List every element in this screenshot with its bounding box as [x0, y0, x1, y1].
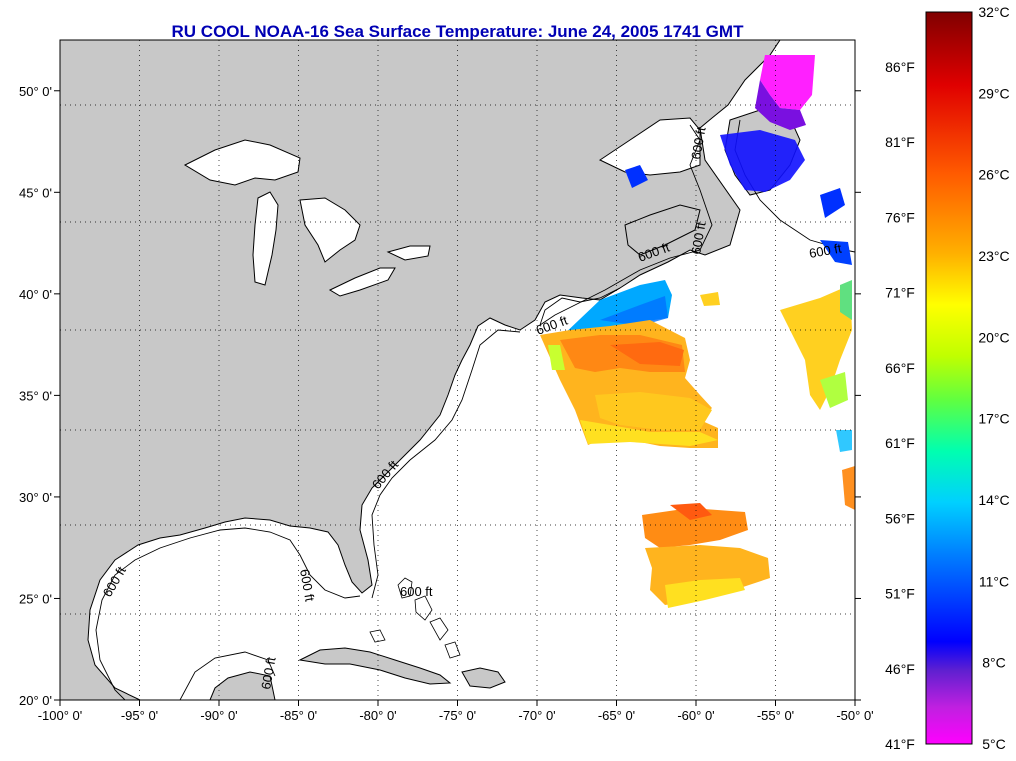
land-north-america [60, 40, 781, 700]
lon-tick-label: -65° 0' [598, 708, 635, 723]
fahrenheit-label: 81°F [885, 134, 915, 150]
fahrenheit-label: 76°F [885, 209, 915, 225]
temperature-colorbar: 32°C 29°C 26°C 23°C 20°C 17°C 14°C 11°C 8°C 5°C 86… [885, 4, 1010, 752]
cuba [298, 647, 452, 685]
colorbar-gradient [925, 11, 973, 745]
contour-label-7: 600 ft [688, 126, 708, 161]
lon-tick-label: -85° 0' [280, 708, 317, 723]
contour-label-5: 600 ft [400, 584, 433, 599]
celsius-label: 29°C [978, 85, 1009, 101]
fahrenheit-label: 66°F [885, 360, 915, 376]
lat-tick-label: 50° 0' [19, 84, 52, 99]
celsius-label: 5°C [982, 736, 1006, 752]
contour-label-9: 600 ft [808, 240, 843, 260]
contour-label-4: 600 ft [297, 568, 317, 603]
lon-tick-label: -50° 0' [836, 708, 873, 723]
lon-tick-label: -90° 0' [200, 708, 237, 723]
fahrenheit-label: 86°F [885, 59, 915, 75]
lon-tick-label: -60° 0' [677, 708, 714, 723]
fahrenheit-label: 61°F [885, 435, 915, 451]
celsius-label: 32°C [978, 4, 1009, 20]
lake-superior [183, 139, 301, 186]
land-yucatan [209, 671, 276, 700]
lat-tick-label: 20° 0' [19, 693, 52, 708]
longitude-axis: -100° 0' -95° 0' -90° 0' -85° 0' -80° 0' -75°… [38, 700, 874, 723]
lat-tick-label: 25° 0' [19, 591, 52, 606]
lon-tick-label: -100° 0' [38, 708, 83, 723]
contour-label-10: 600 ft [258, 656, 278, 691]
celsius-label: 8°C [982, 655, 1006, 671]
fahrenheit-label: 51°F [885, 586, 915, 602]
contour-label-8: 600 ft [688, 221, 708, 256]
latitude-axis: 20° 0' 25° 0' 30° 0' 35° 0' 40° 0' 45° 0' 50° … [19, 84, 861, 708]
fahrenheit-label: 71°F [885, 285, 915, 301]
lake-michigan [252, 191, 279, 286]
celsius-label: 20°C [978, 329, 1009, 345]
celsius-label: 14°C [978, 492, 1009, 508]
celsius-label: 17°C [978, 411, 1009, 427]
lake-huron [299, 197, 361, 263]
lake-erie [328, 267, 396, 297]
celsius-label: 26°C [978, 167, 1009, 183]
nova-scotia [624, 204, 701, 256]
bahamas [369, 577, 461, 659]
lon-tick-label: -95° 0' [121, 708, 158, 723]
graticule [60, 40, 855, 700]
lon-tick-label: -70° 0' [518, 708, 555, 723]
lat-tick-label: 35° 0' [19, 388, 52, 403]
celsius-label: 11°C [979, 573, 1009, 589]
fahrenheit-label: 41°F [885, 736, 915, 752]
lat-tick-label: 40° 0' [19, 287, 52, 302]
celsius-label: 23°C [978, 248, 1009, 264]
fahrenheit-label: 56°F [885, 510, 915, 526]
lat-tick-label: 30° 0' [19, 490, 52, 505]
sst-swaths [540, 55, 855, 608]
map-title: RU COOL NOAA-16 Sea Surface Temperature:… [171, 22, 744, 41]
lon-tick-label: -80° 0' [359, 708, 396, 723]
fahrenheit-label: 46°F [885, 661, 915, 677]
hispaniola [461, 667, 506, 689]
lon-tick-label: -75° 0' [439, 708, 476, 723]
lat-tick-label: 45° 0' [19, 185, 52, 200]
lake-ontario [386, 245, 431, 261]
lon-tick-label: -55° 0' [757, 708, 794, 723]
